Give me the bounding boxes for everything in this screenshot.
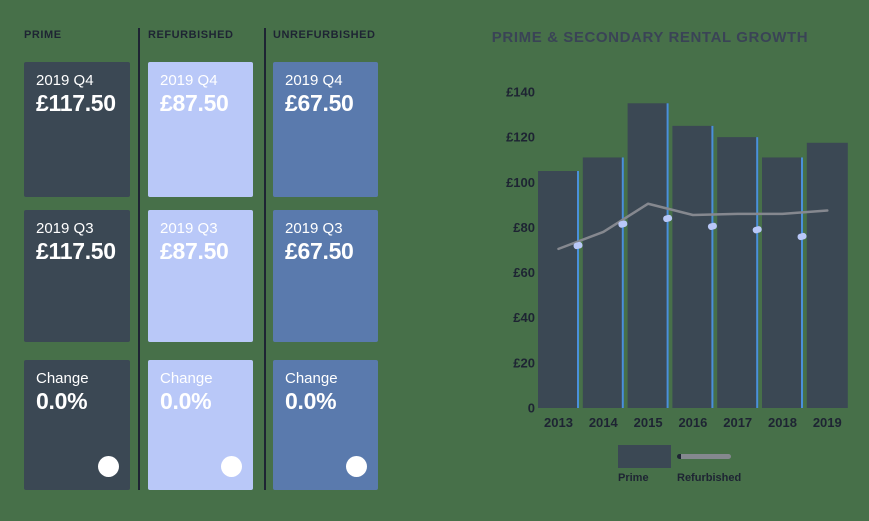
y-axis-tick-label: 0 (528, 401, 535, 416)
kpi-value: £87.50 (160, 238, 229, 264)
kpi-card-refurbished-q4: 2019 Q4 £87.50 (148, 62, 253, 197)
y-axis-tick-label: £140 (506, 85, 535, 100)
period-label: 2019 Q3 (160, 220, 218, 237)
y-axis-tick-label: £80 (513, 220, 535, 235)
kpi-card-refurbished-change: Change 0.0% (148, 360, 253, 490)
y-axis-tick-label: £20 (513, 355, 535, 370)
change-label: Change (36, 370, 89, 387)
bar-2018 (762, 157, 803, 408)
bar-line-chart: 0 £20 £40 £60 £80 £100 £120 £140 2013 2014 2015 201… (506, 85, 848, 430)
kpi-value: £117.50 (36, 238, 116, 264)
bar-2014 (582, 157, 624, 408)
y-axis-tick-label: £100 (506, 175, 535, 190)
marker-pill (663, 214, 673, 223)
marker-pill (618, 220, 628, 228)
kpi-card-prime-change: Change 0.0% (24, 360, 130, 490)
refurbished-line-swatch-icon (677, 454, 731, 459)
period-label: 2019 Q4 (36, 72, 94, 89)
widget-dot-button[interactable] (98, 456, 119, 477)
x-axis-tick-label: 2013 (544, 415, 573, 430)
y-axis-tick-label: £120 (506, 130, 535, 145)
x-axis-tick-label: 2014 (589, 415, 619, 430)
column-header-prime: PRIME (24, 29, 62, 41)
marker-pill (797, 232, 807, 241)
column-divider (264, 28, 266, 490)
kpi-card-unrefurbished-change: Change 0.0% (273, 360, 378, 490)
bar-2019 (806, 142, 848, 408)
prime-bar-swatch-icon (618, 445, 671, 468)
bar-edge-line (621, 157, 624, 408)
legend-item-prime: Prime (618, 445, 671, 484)
kpi-card-unrefurbished-q3: 2019 Q3 £67.50 (273, 210, 378, 342)
bar-edge-line (756, 137, 759, 408)
chart-title: PRIME & SECONDARY RENTAL GROWTH (491, 29, 809, 46)
kpi-card-prime-q3: 2019 Q3 £117.50 (24, 210, 130, 342)
marker-pill (573, 241, 583, 250)
x-axis-tick-label: 2018 (768, 415, 797, 430)
bar-2017 (717, 137, 759, 408)
kpi-card-prime-q4: 2019 Q4 £117.50 (24, 62, 130, 197)
kpi-value: £67.50 (285, 90, 354, 116)
x-axis-tick-label: 2015 (634, 415, 663, 430)
bar-2015 (627, 103, 669, 409)
y-axis-tick-label: £60 (513, 265, 535, 280)
bar-edge-line (577, 171, 579, 408)
kpi-card-refurbished-q3: 2019 Q3 £87.50 (148, 210, 253, 342)
legend-label: Refurbished (677, 472, 742, 484)
change-value: 0.0% (36, 388, 88, 414)
legend-item-refurbished: Refurbished (677, 445, 741, 484)
chart-legend: Prime Refurbished (618, 445, 741, 484)
change-value: 0.0% (285, 388, 337, 414)
marker-pill (752, 226, 762, 234)
x-axis-tick-label: 2019 (813, 415, 842, 430)
column-header-refurbished: REFURBISHED (148, 29, 234, 41)
x-axis-tick-label: 2016 (678, 415, 707, 430)
bar-2016 (672, 125, 714, 408)
widget-dot-button[interactable] (346, 456, 367, 477)
kpi-value: £87.50 (160, 90, 229, 116)
marker-pill (707, 222, 717, 230)
legend-label: Prime (618, 472, 649, 484)
period-label: 2019 Q4 (160, 72, 218, 89)
period-label: 2019 Q4 (285, 72, 343, 89)
change-label: Change (285, 370, 338, 387)
kpi-value: £117.50 (36, 90, 116, 116)
y-axis-tick-label: £40 (513, 310, 535, 325)
refurbished-line (557, 202, 829, 251)
kpi-card-unrefurbished-q4: 2019 Q4 £67.50 (273, 62, 378, 197)
bar-edge-line (666, 103, 669, 409)
bar-edge-line (801, 157, 803, 408)
x-axis-tick-label: 2017 (723, 415, 752, 430)
period-label: 2019 Q3 (36, 220, 94, 237)
kpi-value: £67.50 (285, 238, 354, 264)
bar-edge-line (711, 125, 714, 408)
bar-2013 (538, 171, 579, 408)
period-label: 2019 Q3 (285, 220, 343, 237)
column-header-unrefurbished: UNREFURBISHED (273, 29, 376, 41)
change-label: Change (160, 370, 213, 387)
column-divider (138, 28, 140, 490)
widget-dot-button[interactable] (221, 456, 242, 477)
change-value: 0.0% (160, 388, 212, 414)
